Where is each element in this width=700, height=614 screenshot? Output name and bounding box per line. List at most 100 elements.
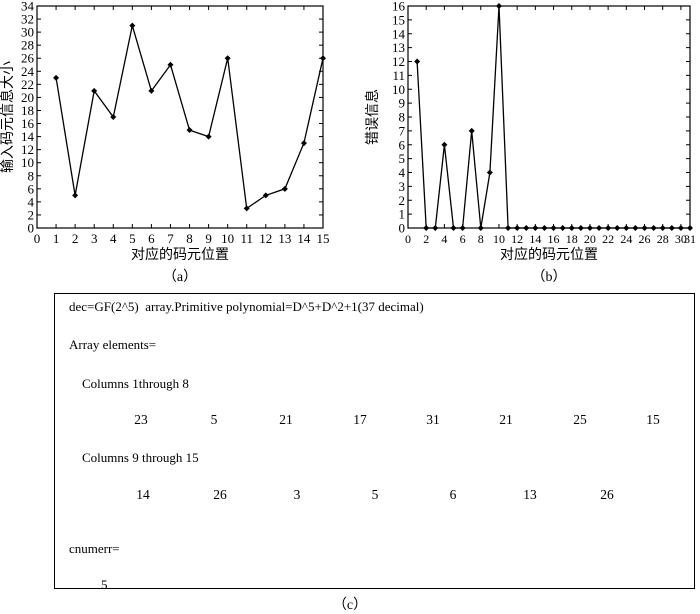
data-point [224,55,231,62]
console-value: 31 [426,412,440,427]
data-point [320,55,326,62]
data-point [91,87,98,94]
x-tick-label: 12 [511,232,523,246]
data-point [459,225,466,231]
y-tick-label: 12 [392,54,405,69]
y-tick-label: 11 [392,68,405,83]
data-point [687,225,693,231]
data-point [632,225,639,231]
x-tick-label: 13 [278,231,291,246]
data-point [605,225,612,231]
y-tick-label: 4 [399,165,406,180]
y-tick-label: 6 [399,137,406,152]
x-tick-label: 10 [221,231,234,246]
data-point [550,225,557,231]
x-tick-label: 15 [317,231,330,246]
data-point [586,225,593,231]
x-tick-label: 14 [297,231,311,246]
y-tick-label: 30 [21,25,34,40]
y-tick-label: 34 [21,0,35,14]
data-point [468,127,475,134]
data-point [300,140,307,147]
data-point [441,141,448,148]
y-tick-label: 16 [392,0,406,14]
x-tick-label: 28 [657,232,669,246]
series-line [416,5,690,229]
x-tick-label: 8 [478,232,484,246]
x-tick-label: 2 [423,232,429,246]
console-value: 15 [646,412,660,427]
x-tick-label: 10 [493,232,505,246]
data-point [577,225,584,231]
data-point [677,225,684,231]
console-value: 25 [573,412,587,427]
y-tick-label: 15 [392,12,405,27]
x-tick-label: 1 [53,231,60,246]
data-point [541,225,548,231]
y-tick-label: 24 [21,64,35,79]
series-line [55,25,324,210]
console-value: 23 [134,412,148,427]
data-point [668,225,675,231]
plot-frame [36,5,324,229]
console-line-dec: dec=GF(2^5) array.Primitive polynomial=D… [69,299,424,314]
x-tick-label: 12 [259,231,272,246]
data-point [281,185,288,192]
y-tick-label: 14 [21,129,35,144]
y-tick-label: 28 [21,38,34,53]
x-tick-label: 20 [584,232,596,246]
y-axis-label: 错误信息 [364,89,381,145]
console-value: 14 [136,487,150,502]
data-point [477,225,484,231]
data-point [523,225,530,231]
data-point [659,225,666,231]
y-tick-label: 16 [21,116,35,131]
data-point [186,127,193,134]
y-axis-label: 输入码元信息大小 [0,61,16,173]
x-tick-label: 6 [148,231,155,246]
y-tick-label: 14 [392,26,406,41]
chart-b: 0 2 4 6 8 10 12 14 16 18 20 22 24 26 28 303101234567891… [364,0,696,285]
data-point [432,225,439,231]
console-value: 5 [210,412,218,427]
console-value: 3 [293,487,301,502]
caption-c: （c） [332,598,368,613]
x-tick-label: 5 [129,231,136,246]
x-tick-label: 11 [240,231,253,246]
x-axis-label: 对应的码元位置 [131,246,229,263]
console-line-cnumerr: cnumerr= [69,541,120,556]
console-value: 26 [213,487,227,502]
y-tick-label: 26 [21,51,35,66]
y-tick-label: 1 [399,207,406,222]
chart-caption: （a） [163,269,197,285]
data-point [423,225,430,231]
y-tick-label: 12 [21,142,34,157]
x-tick-label: 4 [441,232,447,246]
chart-a: 0 1 2 3 4 5 6 7 8 9 10 11 12 13 14 15024681012141618202… [0,0,330,285]
y-tick-label: 5 [399,151,406,166]
x-tick-label: 0 [34,231,41,246]
y-tick-label: 0 [28,221,35,236]
x-tick-label: 0 [405,232,411,246]
console-value: 17 [353,412,367,427]
data-point [505,225,512,231]
y-tick-label: 32 [21,12,34,27]
y-tick-label: 8 [399,110,406,125]
y-tick-label: 6 [28,181,35,196]
console-line-cnumerr-value: 5 [101,577,108,592]
y-tick-label: 18 [21,103,34,118]
y-tick-label: 0 [399,221,406,236]
y-tick-label: 20 [21,90,34,105]
x-tick-label: 4 [110,231,117,246]
data-point [532,225,539,231]
x-tick-label: 7 [167,231,174,246]
x-tick-label: 9 [205,231,212,246]
data-point [167,61,174,68]
console-line-columns-9-15: Columns 9 through 15 [82,450,199,465]
data-point [129,22,136,29]
data-point [568,225,575,231]
x-tick-label: 30 [675,232,687,246]
console-line-array-elements: Array elements= [69,337,157,352]
data-point [596,225,603,231]
x-axis-label: 对应的码元位置 [500,246,598,263]
